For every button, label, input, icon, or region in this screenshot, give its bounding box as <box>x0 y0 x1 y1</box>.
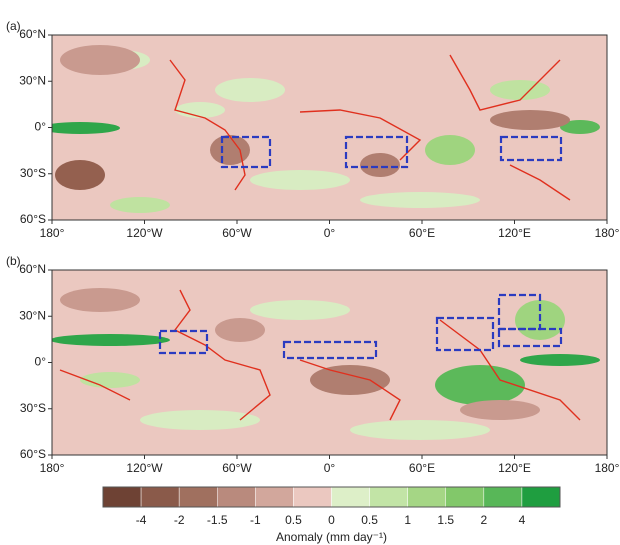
negative-anomaly <box>55 160 105 190</box>
colorbar-swatch <box>484 487 522 507</box>
positive-anomaly <box>50 334 170 346</box>
x-tick-label: 180° <box>40 226 65 240</box>
negative-anomaly <box>60 288 140 312</box>
colorbar-label: 4 <box>519 513 526 527</box>
y-tick-label: 0° <box>35 120 47 134</box>
positive-anomaly <box>425 135 475 165</box>
colorbar-swatch <box>408 487 446 507</box>
y-tick-label: 30°S <box>20 401 46 415</box>
positive-anomaly <box>140 410 260 430</box>
negative-anomaly <box>215 318 265 342</box>
colorbar-label: 0 <box>328 513 335 527</box>
negative-anomaly <box>210 135 250 165</box>
x-tick-label: 180° <box>595 226 620 240</box>
negative-anomaly <box>360 153 400 177</box>
positive-anomaly <box>215 78 285 102</box>
colorbar-title: Anomaly (mm day⁻¹) <box>276 530 387 544</box>
positive-anomaly <box>80 372 140 388</box>
positive-anomaly <box>350 420 490 440</box>
positive-anomaly <box>435 365 525 405</box>
colorbar-label: -2 <box>174 513 185 527</box>
colorbar-label: 0.5 <box>285 513 302 527</box>
x-tick-label: 120°W <box>126 226 163 240</box>
colorbar-label: 1.5 <box>437 513 454 527</box>
colorbar-swatch <box>141 487 179 507</box>
colorbar-swatch <box>446 487 484 507</box>
y-tick-label: 60°N <box>19 262 46 276</box>
negative-anomaly <box>460 400 540 420</box>
colorbar-swatch <box>522 487 560 507</box>
negative-anomaly <box>310 365 390 395</box>
positive-anomaly <box>490 80 550 100</box>
x-tick-label: 0° <box>324 226 336 240</box>
y-tick-label: 60°S <box>20 212 46 226</box>
x-tick-label: 180° <box>40 461 65 475</box>
x-tick-label: 60°W <box>222 226 252 240</box>
x-tick-label: 60°W <box>222 461 252 475</box>
colorbar-swatch <box>179 487 217 507</box>
positive-anomaly <box>520 354 600 366</box>
x-tick-label: 180° <box>595 461 620 475</box>
y-tick-label: 0° <box>35 355 47 369</box>
colorbar-swatch <box>370 487 408 507</box>
y-tick-label: 30°S <box>20 166 46 180</box>
negative-anomaly <box>60 45 140 75</box>
colorbar-label: -1 <box>250 513 261 527</box>
positive-anomaly <box>110 197 170 213</box>
colorbar-swatch <box>293 487 331 507</box>
colorbar-label: -1.5 <box>207 513 228 527</box>
negative-anomaly <box>490 110 570 130</box>
positive-anomaly <box>360 192 480 208</box>
colorbar-label: 0.5 <box>361 513 378 527</box>
x-tick-label: 0° <box>324 461 336 475</box>
colorbar-swatch <box>255 487 293 507</box>
y-tick-label: 30°N <box>19 73 46 87</box>
colorbar-label: -4 <box>136 513 147 527</box>
x-tick-label: 120°E <box>498 461 531 475</box>
y-tick-label: 60°S <box>20 447 46 461</box>
x-tick-label: 120°W <box>126 461 163 475</box>
x-tick-label: 60°E <box>409 461 435 475</box>
positive-anomaly <box>250 300 350 320</box>
positive-anomaly <box>250 170 350 190</box>
figure: (a)180°120°W60°W0°60°E120°E180°60°N30°N0… <box>0 0 620 545</box>
x-tick-label: 120°E <box>498 226 531 240</box>
colorbar-swatch <box>103 487 141 507</box>
colorbar-swatch <box>217 487 255 507</box>
colorbar-swatch <box>332 487 370 507</box>
y-tick-label: 60°N <box>19 27 46 41</box>
x-tick-label: 60°E <box>409 226 435 240</box>
positive-anomaly <box>175 102 225 118</box>
colorbar-label: 1 <box>404 513 411 527</box>
y-tick-label: 30°N <box>19 308 46 322</box>
colorbar-label: 2 <box>480 513 487 527</box>
